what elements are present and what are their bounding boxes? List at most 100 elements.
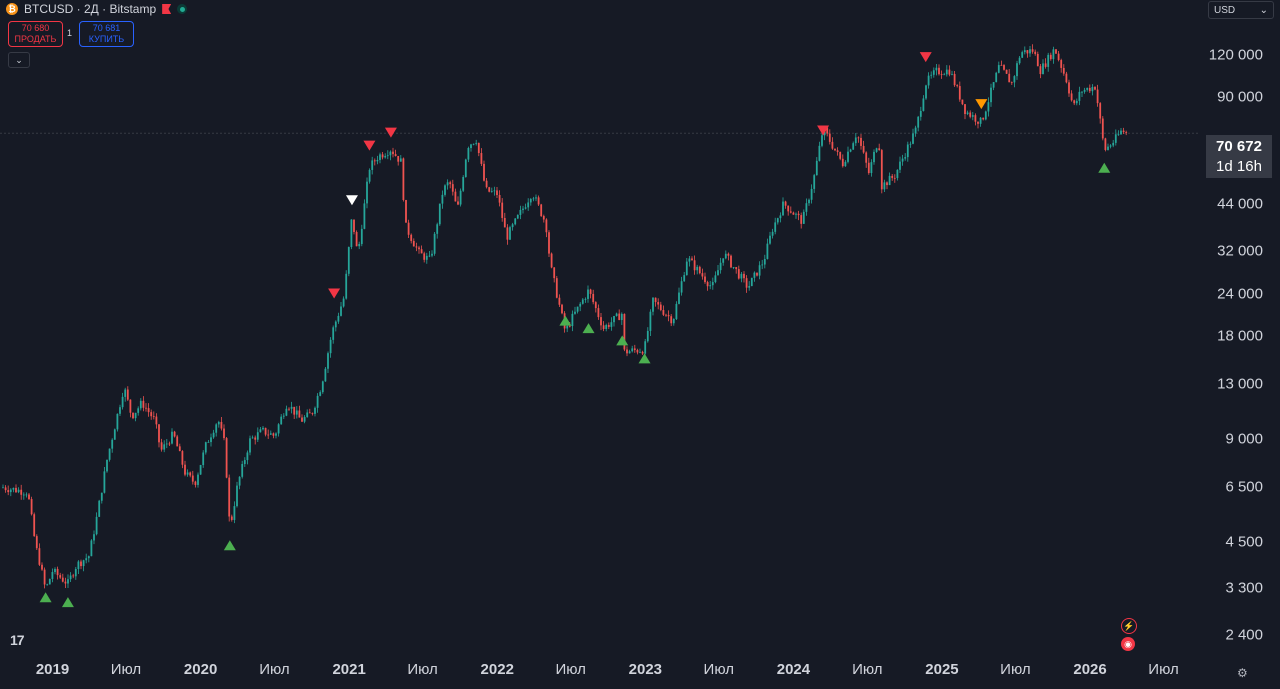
candle-body (132, 412, 134, 419)
candle-body (1042, 63, 1044, 75)
candle-body (527, 202, 530, 208)
currency-select[interactable]: USD ⌄ (1208, 1, 1274, 19)
candle-body (683, 275, 686, 282)
candle-body (207, 442, 210, 443)
candle-body (56, 568, 59, 576)
candle-body (1057, 53, 1060, 61)
candle-body (194, 481, 197, 485)
candle-body (95, 516, 98, 535)
candle-body (610, 322, 613, 327)
candle-body (280, 416, 283, 425)
candle-body (964, 104, 966, 115)
candle-body (285, 408, 288, 416)
candle-body (896, 169, 899, 179)
candle-body (72, 575, 75, 577)
candle-body (311, 413, 314, 414)
candle-body (12, 487, 15, 490)
candle-body (927, 75, 930, 86)
candle-body (100, 492, 103, 501)
candle-body (522, 208, 524, 210)
candle-body (875, 148, 878, 152)
candle-body (1088, 87, 1091, 92)
candle-body (670, 316, 673, 324)
candle-body (761, 264, 764, 266)
candle-body (1008, 73, 1011, 83)
candles (2, 44, 1128, 589)
candle-body (613, 316, 615, 323)
candle-body (805, 203, 808, 212)
symbol-title[interactable]: BTCUSD · 2Д · Bitstamp (24, 2, 157, 16)
candle-body (119, 407, 121, 414)
candle-body (1083, 89, 1086, 92)
candle-body (662, 310, 665, 315)
candle-body (940, 74, 943, 75)
candle-body (1109, 145, 1112, 147)
price-axis-label: 44 000 (1217, 195, 1263, 213)
market-status-icon[interactable] (177, 4, 188, 14)
candle-body (901, 158, 904, 162)
candle-body (306, 412, 309, 418)
candle-body (480, 153, 483, 164)
candle-body (914, 127, 917, 134)
gear-icon[interactable]: ⚙ (1237, 666, 1248, 680)
chevron-down-icon: ⌄ (15, 54, 23, 65)
candle-body (537, 197, 540, 205)
flag-us-icon[interactable]: ◉ (1121, 637, 1135, 651)
candle-body (496, 190, 498, 196)
collapse-button[interactable]: ⌄ (8, 52, 30, 68)
time-axis-label: 2022 (480, 661, 514, 678)
buy-signal-marker (559, 315, 572, 326)
candle-body (230, 516, 233, 520)
buy-signal-marker (61, 597, 74, 608)
candle-body (360, 228, 363, 244)
candle-body (893, 177, 896, 179)
candle-body (943, 74, 946, 76)
candle-body (922, 98, 925, 111)
candle-body (566, 325, 569, 329)
candle-body (844, 161, 847, 167)
candle-body (25, 494, 28, 496)
candle-body (38, 548, 41, 565)
candle-body (600, 317, 602, 326)
tradingview-logo[interactable]: 17 (10, 632, 25, 648)
candle-body (932, 70, 935, 75)
candle-body (158, 424, 160, 443)
candle-body (860, 137, 862, 146)
symbol-header[interactable]: ₿ BTCUSD · 2Д · Bitstamp (6, 2, 188, 16)
candle-body (800, 215, 803, 224)
time-axis-label: 2020 (183, 661, 218, 678)
candle-body (571, 313, 574, 327)
candle-body (589, 289, 592, 294)
candle-body (197, 474, 199, 485)
candle-body (1003, 65, 1005, 70)
candle-body (904, 157, 907, 159)
candle-body (363, 203, 366, 229)
candle-body (191, 475, 194, 482)
lightning-icon[interactable]: ⚡ (1121, 618, 1137, 634)
candle-body (368, 169, 371, 182)
candle-body (121, 396, 124, 408)
flag-icon[interactable] (162, 4, 172, 14)
candle-body (129, 399, 132, 413)
candle-body (449, 182, 452, 185)
candle-body (1021, 52, 1024, 58)
candle-body (956, 85, 959, 87)
candle-body (145, 407, 147, 409)
sell-button[interactable]: 70 680 ПРОДАТЬ (8, 21, 63, 47)
candle-body (418, 247, 420, 250)
candle-body (1034, 51, 1037, 54)
candle-body (748, 286, 751, 288)
candle-body (925, 85, 927, 99)
price-axis-label: 2 400 (1225, 626, 1263, 644)
price-axis-label: 13 000 (1217, 375, 1263, 393)
buy-button[interactable]: 70 681 КУПИТЬ (79, 21, 134, 47)
candle-body (990, 87, 992, 103)
buy-signal-marker (223, 540, 236, 551)
candle-body (212, 432, 215, 438)
candle-body (173, 431, 176, 437)
candle-body (290, 406, 293, 409)
candle-body (948, 69, 951, 75)
candle-body (51, 572, 54, 579)
candle-body (802, 211, 805, 224)
